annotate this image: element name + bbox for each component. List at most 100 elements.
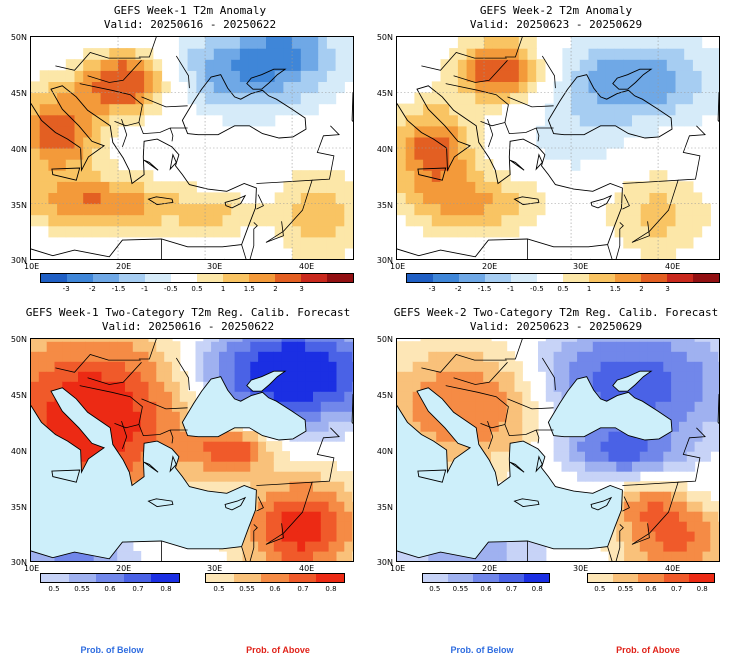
grid-cell [328, 431, 337, 442]
island-outline [224, 194, 247, 209]
grid-cell [647, 531, 656, 542]
grid-cell [675, 37, 685, 49]
grid-cell [624, 481, 633, 492]
grid-cell [109, 92, 119, 105]
grid-cell [501, 170, 511, 182]
grid-cell [292, 59, 302, 71]
grid-cell [600, 451, 609, 462]
grid-cell [475, 81, 485, 94]
grid-cell [655, 401, 664, 412]
grid-cell [449, 192, 459, 205]
grid-cell [187, 37, 197, 49]
grid-cell [444, 551, 453, 561]
grid-cell [655, 391, 664, 402]
grid-cell [527, 181, 537, 193]
coastline [717, 393, 719, 425]
grid-cell [647, 441, 656, 452]
country-border [114, 423, 139, 429]
grid-cell [457, 159, 468, 171]
grid-cell [38, 551, 48, 561]
grid-cell [466, 136, 476, 149]
grid-cell [305, 339, 314, 342]
grid-cell [273, 341, 283, 352]
country-border [141, 96, 188, 108]
grid-cell [83, 181, 93, 193]
grid-cell [250, 521, 259, 532]
grid-cell [222, 114, 232, 127]
grid-cell [248, 37, 258, 49]
grid-cell [492, 81, 502, 94]
grid-cell [658, 114, 668, 127]
grid-cell [423, 225, 433, 238]
grid-cell [501, 70, 511, 82]
grid-cell [530, 541, 539, 552]
grid-cell [91, 125, 102, 138]
grid-cell [266, 114, 276, 127]
grid-cell [100, 125, 110, 138]
grid-cell [57, 181, 67, 193]
grid-cell [710, 431, 719, 442]
grid-cell [83, 159, 93, 171]
grid-cell [57, 70, 67, 82]
lat-label: 40N [10, 145, 27, 154]
grid-cell [78, 351, 87, 362]
grid-cell [412, 361, 422, 372]
grid-cell [344, 501, 353, 512]
grid-cell [571, 148, 581, 160]
grid-cell [109, 48, 119, 60]
grid-cell [164, 401, 173, 412]
grid-cell [161, 181, 171, 193]
grid-cell [292, 203, 302, 216]
grid-cell [718, 339, 719, 342]
grid-cell [616, 451, 625, 462]
grid-cell [144, 170, 154, 182]
grid-cell [483, 411, 492, 422]
grid-cell [451, 451, 461, 462]
grid-cell [671, 341, 680, 352]
grid-cell [126, 170, 136, 182]
grid-cell [118, 192, 128, 205]
grid-cell [692, 192, 703, 205]
grid-cell [85, 451, 95, 462]
grid-cell [250, 431, 259, 442]
grid-cell [179, 391, 189, 402]
grid-cell [420, 411, 429, 422]
grid-cell [632, 441, 641, 452]
grid-cell [74, 125, 84, 138]
grid-cell [100, 225, 110, 238]
grid-cell [501, 181, 511, 193]
grid-cell [289, 521, 298, 532]
grid-cell [466, 181, 476, 193]
grid-cell [501, 92, 511, 105]
grid-cell [553, 114, 563, 127]
grid-cell [457, 92, 468, 105]
grid-cell [320, 481, 330, 492]
grid-cell [118, 225, 128, 238]
grid-cell [313, 341, 322, 352]
grid-cell [623, 59, 633, 71]
grid-cell [449, 159, 459, 171]
grid-cell [140, 401, 150, 412]
grid-cell [126, 225, 136, 238]
grid-cell [440, 125, 450, 138]
grid-cell [125, 401, 134, 412]
grid-cell [414, 103, 424, 116]
grid-cell [506, 371, 516, 382]
grid-cell [600, 431, 609, 442]
coastline [351, 91, 353, 123]
grid-cell [152, 70, 163, 82]
grid-cell [649, 192, 659, 205]
grid-cell [297, 501, 306, 512]
colorbar-swatch [423, 574, 449, 582]
grid-cell [436, 341, 445, 352]
grid-cell [336, 351, 345, 362]
country-border [622, 496, 630, 512]
grid-cell [405, 125, 415, 138]
grid-cell [144, 48, 154, 60]
grid-cell [300, 181, 311, 193]
country-border [421, 52, 507, 71]
grid-cell [397, 125, 407, 138]
grid-cell [101, 411, 110, 422]
country-border [535, 429, 540, 444]
grid-cell [318, 181, 328, 193]
